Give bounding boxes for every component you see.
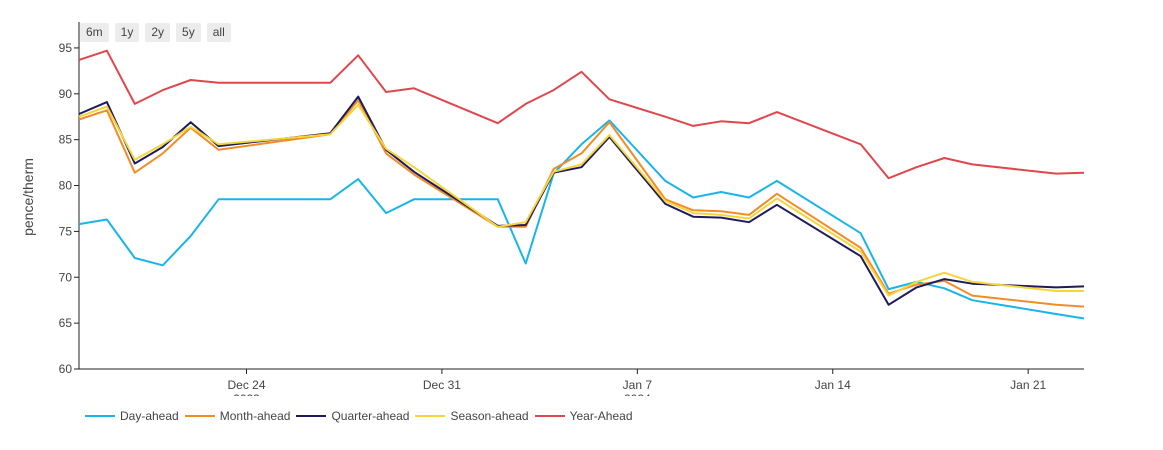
legend-label: Season-ahead	[450, 409, 529, 423]
legend-swatch	[184, 415, 215, 417]
x-tick-label: Jan 21	[1010, 378, 1046, 392]
legend-label: Quarter-ahead	[331, 409, 410, 423]
series-line-day-ahead	[78, 119, 1085, 320]
legend-swatch	[534, 415, 565, 417]
x-tick-label: Jan 14	[815, 378, 851, 392]
legend-label: Year-Ahead	[569, 409, 633, 423]
y-tick-label: 80	[59, 179, 73, 193]
series-line-quarter-ahead	[78, 95, 1085, 306]
y-tick-label: 65	[59, 316, 73, 330]
axis-mask	[0, 396, 1163, 406]
series-lines	[78, 49, 1085, 320]
legend-item-day-ahead[interactable]: Day-ahead	[85, 409, 179, 423]
legend-swatch	[415, 415, 446, 417]
y-axis-title: pence/therm	[20, 158, 36, 236]
x-tick-label: Dec 31	[423, 378, 461, 392]
range-selector: 6m 1y 2y 5y all	[80, 23, 231, 42]
y-tick-label: 95	[59, 41, 73, 55]
legend-item-season-ahead[interactable]: Season-ahead	[415, 409, 529, 423]
y-tick-label: 60	[59, 362, 73, 376]
y-tick-label: 85	[59, 133, 73, 147]
x-tick-label: Dec 24	[227, 378, 265, 392]
legend-item-year-ahead[interactable]: Year-Ahead	[534, 409, 633, 423]
legend: Day-ahead Month-ahead Quarter-ahead Season-…	[85, 409, 639, 423]
range-button-6m[interactable]: 6m	[80, 23, 109, 42]
series-line-month-ahead	[78, 99, 1085, 308]
range-button-2y[interactable]: 2y	[145, 23, 171, 42]
legend-item-quarter-ahead[interactable]: Quarter-ahead	[296, 409, 409, 423]
series-line-year-ahead	[78, 49, 1085, 180]
series-line-season-ahead	[78, 103, 1084, 297]
legend-swatch	[296, 415, 327, 417]
y-tick-label: 70	[59, 270, 73, 284]
y-tick-label: 90	[59, 87, 73, 101]
y-tick-label: 75	[59, 224, 73, 238]
range-button-all[interactable]: all	[206, 23, 231, 42]
legend-label: Month-ahead	[219, 409, 291, 423]
y-axis: 60 65 70 75 80 85 90 95	[59, 22, 80, 376]
range-button-1y[interactable]: 1y	[114, 23, 140, 42]
x-tick-label: Jan 7	[623, 378, 653, 392]
legend-label: Day-ahead	[120, 409, 179, 423]
range-button-5y[interactable]: 5y	[176, 23, 201, 42]
legend-item-month-ahead[interactable]: Month-ahead	[184, 409, 291, 423]
legend-swatch	[85, 415, 115, 417]
